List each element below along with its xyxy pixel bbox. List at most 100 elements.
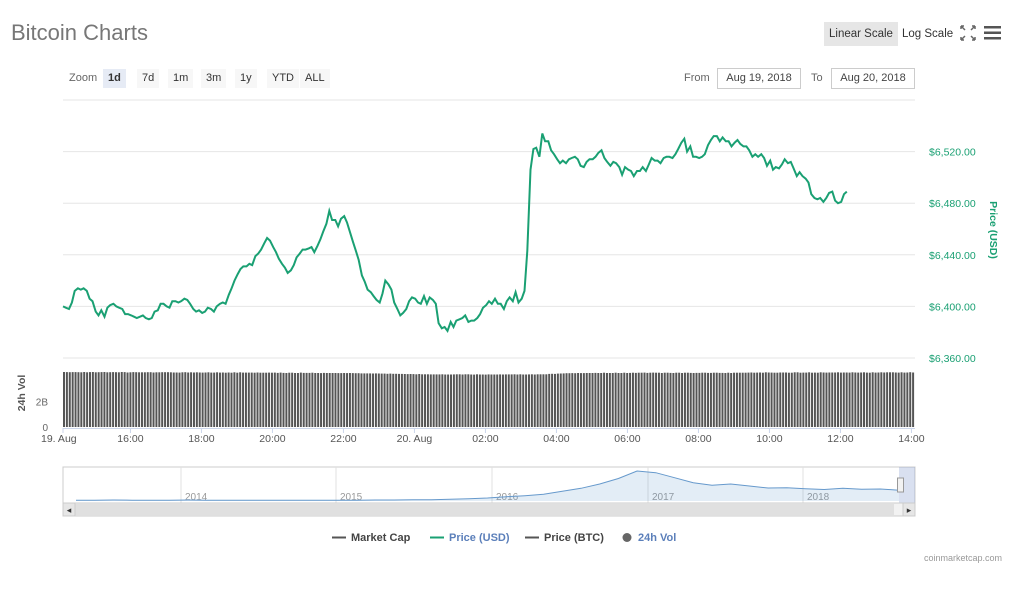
to-date-input[interactable]: Aug 20, 2018 (831, 68, 915, 89)
volume-bar (643, 372, 646, 427)
volume-bar (764, 372, 767, 427)
volume-bar (499, 374, 502, 427)
volume-bar (444, 374, 447, 427)
zoom-button-7d[interactable]: 7d (137, 69, 160, 88)
hamburger-menu-icon[interactable] (984, 25, 1002, 41)
volume-bar (730, 373, 733, 427)
linear-scale-button[interactable]: Linear Scale (824, 22, 898, 46)
volume-bar (476, 374, 478, 427)
volume-bar (761, 372, 764, 427)
volume-bar (574, 373, 577, 427)
volume-bar (282, 372, 285, 427)
volume-bar (577, 373, 580, 427)
volume-bar (707, 372, 710, 427)
volume-bar (464, 374, 467, 427)
volume-bar (109, 372, 112, 427)
volume-bar (415, 374, 418, 427)
log-scale-button[interactable]: Log Scale (902, 28, 954, 40)
volume-bar (198, 372, 201, 427)
volume-bar (727, 372, 730, 427)
zoom-button-all[interactable]: ALL (300, 69, 330, 88)
volume-bar (403, 374, 406, 427)
volume-bar (629, 372, 632, 427)
navigator-year-label: 2018 (807, 492, 830, 503)
volume-bar (233, 372, 236, 427)
volume-bar (256, 372, 259, 427)
volume-bar (839, 372, 842, 427)
volume-bar (470, 374, 473, 427)
volume-bar (481, 374, 484, 427)
volume-bar (155, 372, 158, 427)
volume-bar (175, 372, 178, 427)
volume-bar (230, 372, 233, 427)
volume-bar (348, 373, 351, 427)
credit-link[interactable]: coinmarketcap.com (923, 553, 1002, 563)
from-date-input[interactable]: Aug 19, 2018 (717, 68, 801, 89)
navigator-handle[interactable] (897, 477, 904, 493)
volume-bar (132, 372, 135, 427)
volume-bar (585, 373, 588, 427)
volume-bar (172, 372, 175, 427)
volume-bar (80, 372, 83, 427)
zoom-button-1y[interactable]: 1y (235, 69, 257, 88)
volume-bar (91, 372, 94, 427)
volume-bar (808, 372, 811, 427)
volume-bar (372, 373, 375, 427)
volume-bar (897, 372, 900, 427)
volume-bar (221, 372, 224, 427)
volume-bar (409, 374, 412, 427)
volume-bar (363, 373, 366, 427)
volume-bar (380, 373, 383, 427)
volume-bar (724, 373, 727, 427)
volume-bar (545, 374, 548, 427)
price-usd-line[interactable] (62, 133, 848, 333)
legend-dot[interactable] (622, 533, 632, 542)
volume-bar (447, 374, 450, 427)
volume-bar (213, 372, 216, 427)
x-tick-label: 20:00 (259, 433, 285, 445)
zoom-button-1d[interactable]: 1d (103, 69, 126, 88)
volume-bar (478, 374, 481, 427)
volume-bar (669, 372, 672, 427)
volume-bar (493, 374, 496, 427)
volume-bar (591, 373, 594, 427)
volume-bar (455, 374, 458, 427)
volume-bar (328, 373, 331, 427)
volume-bar (86, 372, 89, 427)
zoom-button-ytd[interactable]: YTD (267, 69, 299, 88)
scrollbar-right-button[interactable] (902, 502, 916, 517)
volume-bar (712, 372, 715, 427)
volume-bar (490, 374, 493, 427)
legend-item-label: Price (BTC) (544, 532, 604, 544)
volume-bar (845, 372, 848, 427)
volume-bar (649, 372, 652, 427)
volume-bar (556, 373, 559, 427)
scrollbar-thumb[interactable] (75, 504, 894, 515)
volume-bar (129, 372, 132, 427)
volume-bar (426, 374, 429, 427)
fullscreen-icon[interactable] (960, 25, 976, 41)
zoom-button-1m[interactable]: 1m (168, 69, 194, 88)
navigator-selection[interactable] (899, 467, 915, 503)
navigator-year-label: 2014 (185, 492, 208, 503)
volume-bar (906, 372, 909, 427)
legend-item-label: 24h Vol (638, 532, 676, 544)
volume-bar (227, 372, 230, 427)
volume-bar (123, 372, 126, 427)
volume-bar (582, 373, 585, 427)
zoom-button-3m[interactable]: 3m (201, 69, 227, 88)
volume-bar (860, 372, 863, 427)
volume-bar (68, 372, 71, 427)
volume-bar (767, 372, 770, 427)
x-tick-label: 12:00 (827, 433, 853, 445)
volume-bar (276, 372, 279, 427)
volume-bar (799, 372, 802, 427)
volume-bar (112, 372, 115, 427)
volume-bar (94, 372, 97, 427)
volume-bar (152, 372, 155, 427)
volume-bar (744, 372, 747, 427)
volume-bar (565, 373, 568, 427)
scrollbar-left-button[interactable] (62, 502, 76, 517)
volume-bar (366, 373, 369, 427)
